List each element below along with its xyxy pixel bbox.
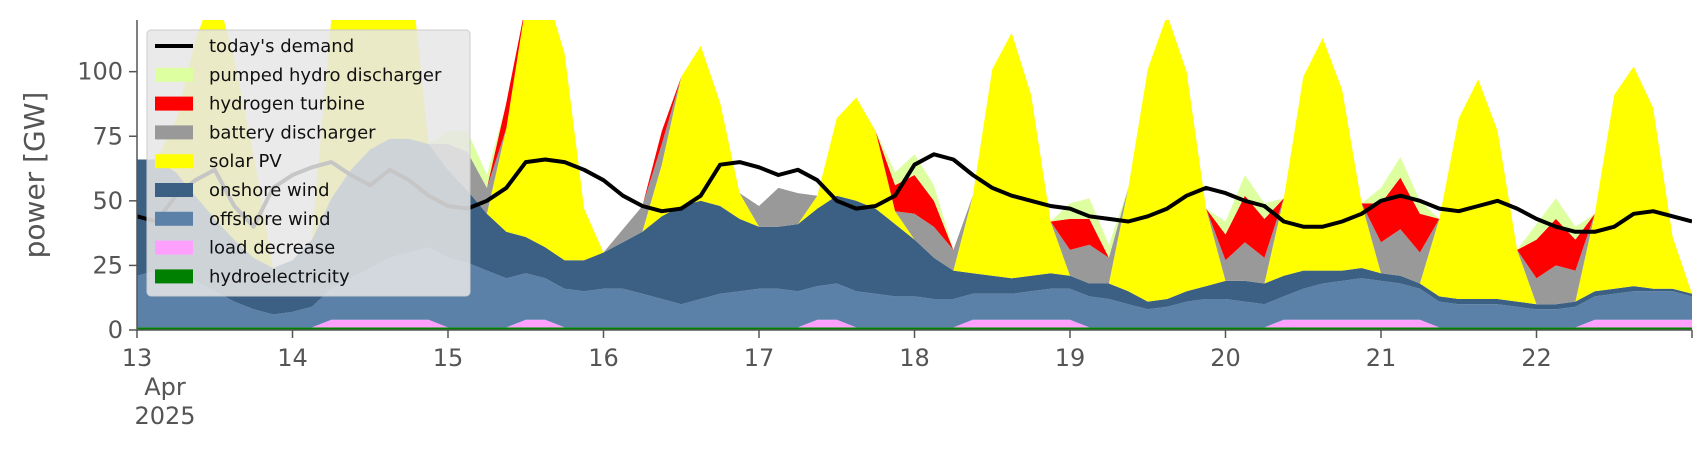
- y-axis-label: power [GW]: [18, 92, 51, 259]
- legend-swatch-solar-pv: [155, 154, 193, 169]
- x-tick-label: 19: [1055, 344, 1086, 372]
- y-tick-label: 0: [108, 316, 123, 344]
- x-tick-label: 15: [433, 344, 464, 372]
- legend-swatch-hydrogen-turbine: [155, 96, 193, 111]
- legend: today's demand pumped hydro discharger hyd…: [146, 29, 471, 297]
- x-tick-label: 17: [744, 344, 775, 372]
- y-tick-label: 50: [92, 187, 123, 215]
- legend-box: [146, 29, 471, 297]
- area-pumped-hydro-discharger: [137, 20, 1692, 294]
- legend-label-hydroelectricity: hydroelectricity: [209, 266, 350, 287]
- legend-swatch-offshore-wind: [155, 211, 193, 226]
- legend-label-offshore-wind: offshore wind: [209, 209, 331, 230]
- legend-label-battery-discharger: battery discharger: [209, 122, 376, 143]
- area-onshore-wind: [137, 138, 1692, 315]
- x-tick-sublabel: 2025: [134, 402, 195, 430]
- y-tick-label: 100: [77, 58, 123, 86]
- x-tick-label: 22: [1521, 344, 1552, 372]
- legend-swatch-hydroelectricity: [155, 269, 193, 284]
- x-tick-label: 20: [1210, 344, 1241, 372]
- y-tick-label: 25: [92, 251, 123, 279]
- legend-label-today-s-demand: today's demand: [209, 36, 354, 57]
- legend-label-solar-pv: solar PV: [209, 151, 282, 172]
- y-tick-label: 75: [92, 122, 123, 150]
- area-load-decrease: [137, 319, 1692, 328]
- x-tick-label: 21: [1366, 344, 1397, 372]
- legend-label-pumped-hydro-discharger: pumped hydro discharger: [209, 65, 442, 86]
- area-hydrogen-turbine: [137, 20, 1692, 294]
- legend-label-onshore-wind: onshore wind: [209, 180, 330, 201]
- legend-label-load-decrease: load decrease: [209, 238, 335, 259]
- legend-label-hydrogen-turbine: hydrogen turbine: [209, 94, 365, 115]
- legend-swatch-battery-discharger: [155, 125, 193, 140]
- legend-swatch-load-decrease: [155, 240, 193, 255]
- x-tick-label: 13: [122, 344, 153, 372]
- legend-swatch-onshore-wind: [155, 183, 193, 197]
- x-tick-sublabel: Apr: [144, 373, 186, 401]
- area-solar-pv: [137, 20, 1692, 305]
- x-tick-label: 18: [899, 344, 930, 372]
- x-tick-label: 14: [277, 344, 308, 372]
- legend-swatch-pumped-hydro-discharger: [155, 67, 193, 82]
- x-tick-label: 16: [588, 344, 619, 372]
- area-offshore-wind: [137, 247, 1692, 328]
